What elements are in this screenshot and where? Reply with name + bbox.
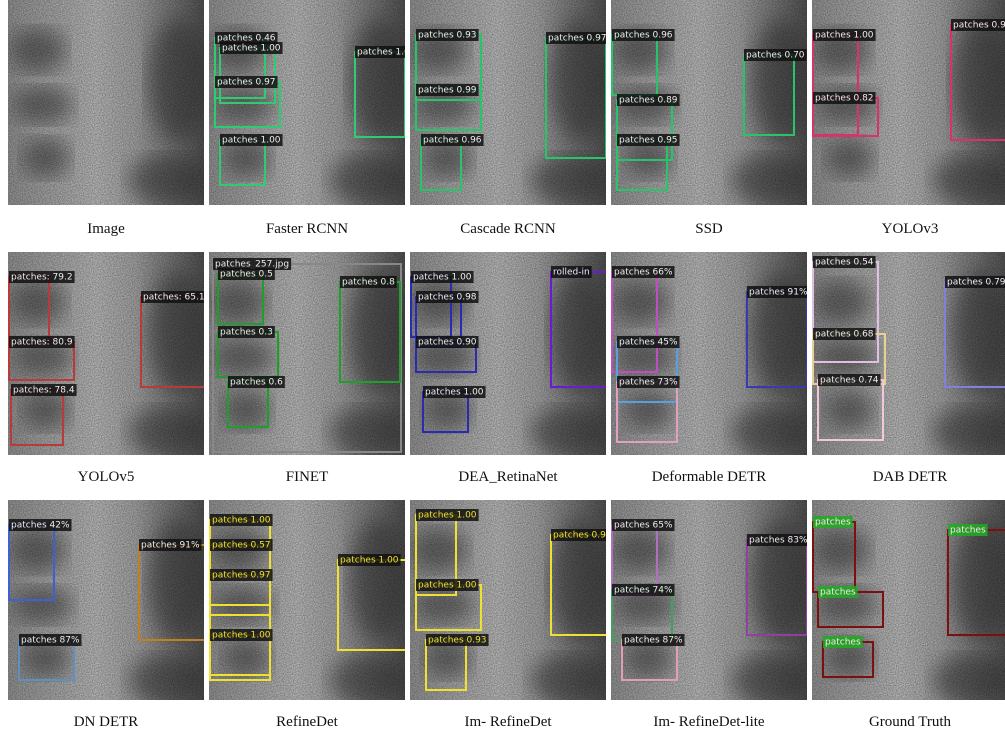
box-label: patches 0.99 [553, 531, 612, 541]
box-label: patches 1.00 [418, 581, 477, 591]
caption: Image [87, 221, 125, 237]
box-label: patches 0.93 [428, 636, 487, 646]
box-label: patches: 78.4 [13, 386, 75, 396]
box-label: patches 65% [614, 521, 673, 531]
box-label: patches 73% [619, 378, 678, 388]
caption: Faster RCNN [266, 221, 348, 237]
box-label: patches 91% [141, 541, 200, 551]
box-label: patches 45% [619, 338, 678, 348]
caption: Deformable DETR [652, 469, 767, 485]
box-label: patches 0.68 [815, 330, 874, 340]
panel: patches 1.00 patches 1.00 patches 0.99 patc… [410, 500, 614, 705]
box-label: patches 83% [749, 536, 808, 546]
box-label: patches 1.00 [212, 631, 271, 641]
figure: Imagepatches 0.46patches 1.00patches 0.9… [0, 0, 1005, 735]
box-label: patches 1.00 [418, 511, 477, 521]
box-label: patches 1.00 [357, 48, 416, 58]
box-label: patches 0.89 [619, 96, 678, 106]
box-label: patches 91% [749, 288, 808, 298]
caption: SSD [695, 221, 723, 237]
panel: patches 1.00 patches 0.98 patches 0.90 patc… [410, 252, 610, 457]
box-label: patches 1.00 [815, 31, 874, 41]
caption: DN DETR [74, 714, 139, 730]
caption: Im- RefineDet-lite [653, 714, 765, 730]
box-label: patches 1.00 [413, 273, 472, 283]
box-label: patches 0.79 [947, 278, 1005, 288]
box-label: patches 0.97 [217, 78, 276, 88]
box-label: patches 87% [624, 636, 683, 646]
panel [8, 0, 208, 205]
box-label: patches 1.00 [222, 44, 281, 54]
box-label: patches [950, 526, 986, 536]
box-label: patches 1.00 [212, 516, 271, 526]
box-label: patches 0.95 [619, 136, 678, 146]
box-label: patches 0.6 [230, 378, 283, 388]
panel: patches 0.93 patches 0.99 patches 0.96 patc… [410, 0, 610, 205]
panel: patches 0.46patches 1.00patches 0.97patc… [209, 0, 418, 205]
panel: patches 65% patches 74% patches 87% patches… [611, 500, 811, 705]
caption: DEA_RetinaNet [458, 469, 558, 485]
box-label: patches: 65.1 [143, 293, 205, 303]
box-label: patches 0.90 [418, 338, 477, 348]
box-label: patches 0.96 [614, 31, 673, 41]
panel: patches 66% patches 45% patches 73% patches… [611, 252, 811, 457]
box-label: patches 0.3 [220, 328, 273, 338]
box-label: patches: 79.2 [11, 273, 73, 283]
box-label: patches 0.8 [342, 278, 395, 288]
caption: DAB DETR [873, 469, 948, 485]
box-label: patches 0.97 [212, 571, 271, 581]
box-label: patches 1.00 [340, 556, 399, 566]
caption: FINET [286, 469, 329, 485]
image-noise [611, 252, 807, 455]
panel: patches patches patches patches [812, 500, 1005, 705]
box-label: rolled-in [553, 268, 590, 278]
box-label: patches 0.74 [820, 376, 879, 386]
box-label: patches 0.93 [418, 31, 477, 41]
box-label: patches 0.97 [548, 34, 607, 44]
box-label: patches 0.82 [815, 94, 874, 104]
box-label: patches 0.99 [418, 86, 477, 96]
caption: Im- RefineDet [464, 714, 552, 730]
panel: patches: 79.2 patches: 80.9 patches: 78.4 p… [8, 252, 208, 457]
box-label: patches 1.00 [222, 136, 281, 146]
box-label: patches 0.96 [423, 136, 482, 146]
box-label: patches [815, 518, 851, 528]
box-label: patches [820, 588, 856, 598]
box-label: patches 42% [11, 521, 70, 531]
box-label: patches: 80.9 [11, 338, 73, 348]
box-label: patches 0.57 [212, 541, 271, 551]
box-label: patches 0.54 [815, 258, 874, 268]
box-label: patches 87% [21, 636, 80, 646]
box-label: patches [825, 638, 861, 648]
panel: patches_257.jpgpatches 0.5patches 0.3pat… [209, 252, 409, 457]
box-label: patches 0.94 [953, 21, 1005, 31]
panel: patches 1.00 patches 0.57 patches 0.97 patc… [209, 500, 409, 705]
panel: patches 0.96 patches 0.89 patches 0.70 patc… [611, 0, 811, 205]
panel: patches 1.00 patches 0.82 patches 0.94 [812, 0, 1005, 205]
box-label: patches 0.98 [418, 293, 477, 303]
caption: Ground Truth [869, 714, 952, 730]
box-label: patches 66% [614, 268, 673, 278]
panel: patches 42% patches 87% patches 91% [8, 500, 208, 705]
box-label: patches 0.70 [746, 51, 805, 61]
image-noise [209, 500, 405, 700]
caption: YOLOv3 [882, 221, 939, 237]
caption: YOLOv5 [78, 469, 135, 485]
panel: patches 0.54 patches 0.68 patches 0.74 patc… [812, 252, 1005, 457]
image-noise [8, 0, 204, 205]
box-label: patches 1.00 [425, 388, 484, 398]
caption: RefineDet [276, 714, 338, 730]
box-label: patches 0.5 [220, 270, 273, 280]
caption: Cascade RCNN [460, 221, 556, 237]
box-label: patches 74% [614, 586, 673, 596]
